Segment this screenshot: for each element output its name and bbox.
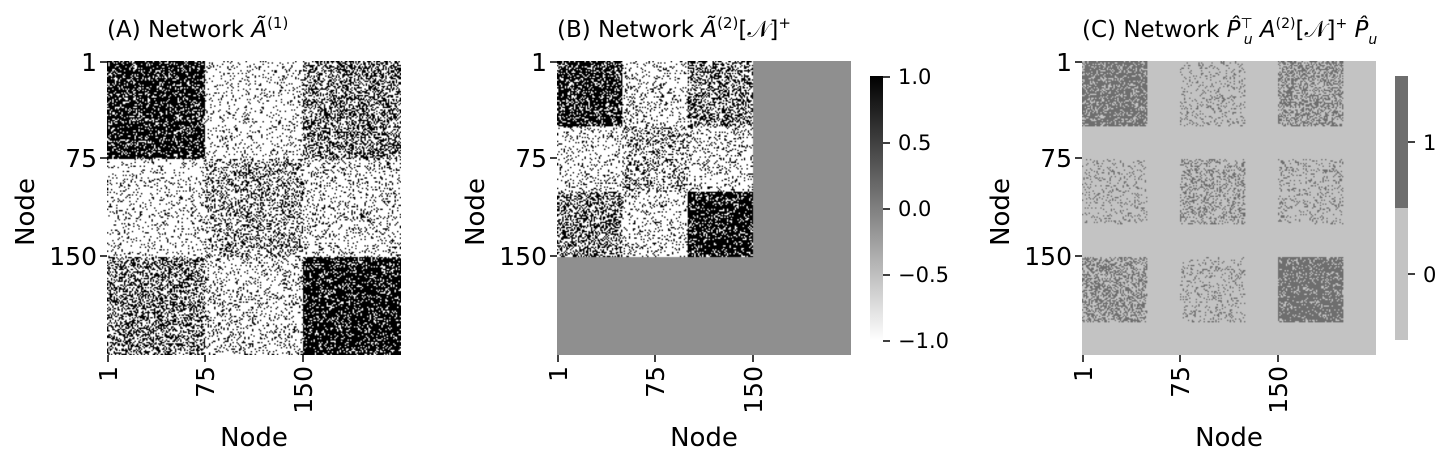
- colorbar-tick-label: 0: [1423, 263, 1436, 287]
- panel-c-title: (C) Network P̂⊤ u A(2)[𝒩]+ P̂u: [1082, 16, 1377, 48]
- x-tick-label: 150: [289, 366, 318, 414]
- panel-a-title: (A) Network Ã(1): [107, 14, 288, 43]
- y-tick-label: 150: [499, 242, 547, 271]
- y-tick-label: 1: [531, 48, 547, 77]
- panel-a-x-label: Node: [220, 423, 288, 453]
- panel-b-y-ticks: 1 75 150: [499, 48, 557, 271]
- y-tick-label: 75: [515, 144, 547, 173]
- panel-b-x-label: Node: [670, 423, 738, 453]
- panel-b-heatmap: [557, 61, 851, 355]
- panel-c-y-label: Node: [986, 178, 1016, 246]
- y-tick-label: 1: [1056, 48, 1072, 77]
- colorbar-tick-label: −1.0: [898, 329, 949, 353]
- y-tick-label: 150: [1024, 242, 1072, 271]
- panel-b-x-ticks: 1 75 150: [544, 355, 768, 414]
- y-tick-label: 1: [81, 48, 97, 77]
- x-tick-label: 75: [191, 366, 220, 398]
- panel-c-colorbar-level-0: [1395, 208, 1408, 340]
- colorbar-tick-label: 0.5: [898, 131, 931, 155]
- panel-a: (A) Network Ã(1) 1 75 150 1 75 150 Node …: [11, 14, 401, 453]
- panel-a-y-label: Node: [11, 178, 41, 246]
- colorbar-tick-label: −0.5: [898, 263, 949, 287]
- y-tick-label: 75: [65, 144, 97, 173]
- colorbar-tick-label: 1: [1423, 131, 1436, 155]
- x-tick-label: 75: [1166, 366, 1195, 398]
- y-tick-label: 75: [1040, 144, 1072, 173]
- panel-b-colorbar-ticks: 1.0 0.5 0.0 −0.5 −1.0: [883, 65, 949, 353]
- panel-c-x-label: Node: [1195, 423, 1263, 453]
- panel-c: (C) Network P̂⊤ u A(2)[𝒩]+ P̂u 1 75 150 1…: [986, 16, 1436, 453]
- x-tick-label: 1: [1069, 366, 1098, 382]
- x-tick-label: 150: [739, 366, 768, 414]
- x-tick-label: 150: [1264, 366, 1293, 414]
- panel-b-colorbar: [870, 76, 883, 341]
- panel-c-colorbar-ticks: 1 0: [1408, 131, 1436, 287]
- x-tick-label: 1: [544, 366, 573, 382]
- y-tick-label: 150: [49, 242, 97, 271]
- panel-c-y-ticks: 1 75 150: [1024, 48, 1082, 271]
- panel-a-heatmap: [107, 61, 401, 355]
- panel-a-x-ticks: 1 75 150: [94, 355, 318, 414]
- panel-c-colorbar-level-1: [1395, 76, 1408, 208]
- panel-c-heatmap: [1082, 61, 1376, 355]
- panel-b-y-label: Node: [461, 178, 491, 246]
- x-tick-label: 75: [641, 366, 670, 398]
- panel-b-title: (B) Network Ã(2)[𝒩]+: [557, 14, 791, 43]
- panel-c-x-ticks: 1 75 150: [1069, 355, 1293, 414]
- x-tick-label: 1: [94, 366, 123, 382]
- colorbar-tick-label: 1.0: [898, 65, 931, 89]
- colorbar-tick-label: 0.0: [898, 197, 931, 221]
- panel-a-y-ticks: 1 75 150: [49, 48, 107, 271]
- panel-b: (B) Network Ã(2)[𝒩]+ 1 75 150 1 75 150 N…: [461, 14, 949, 453]
